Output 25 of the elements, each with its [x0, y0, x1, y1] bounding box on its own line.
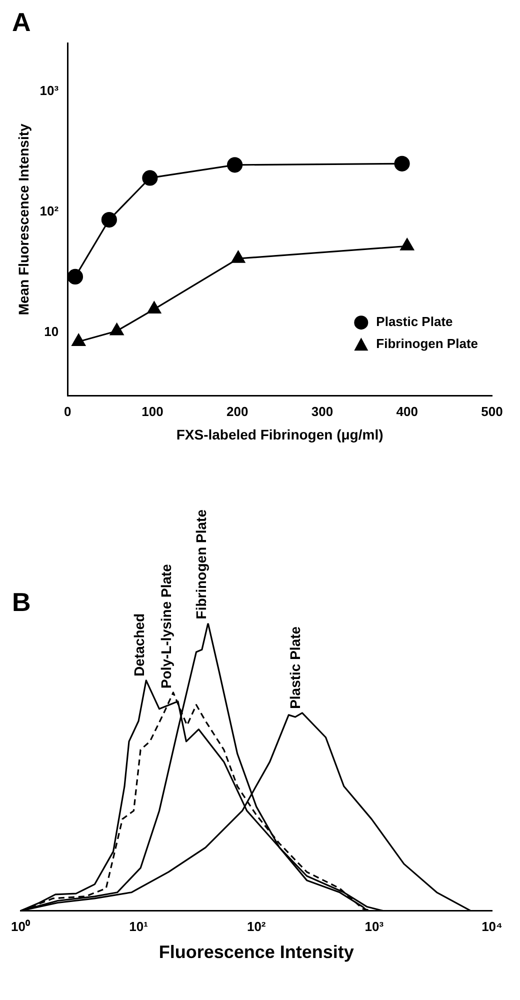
y-tick-label: 10² — [40, 203, 60, 218]
y-axis-title: Mean Fluorescence Intensity — [15, 123, 32, 316]
x-tick-label: 10² — [246, 919, 266, 934]
x-tick-label: 400 — [396, 404, 418, 419]
legend-label: Plastic Plate — [376, 314, 453, 330]
text: Plastic Plate — [287, 626, 304, 709]
y-tick-label: 10³ — [40, 82, 60, 98]
x-tick-label: 200 — [226, 404, 248, 419]
chart-title: B — [12, 586, 31, 617]
x-axis-title: FXS-labeled Fibrinogen (μg/ml) — [176, 426, 384, 442]
x-tick-label: 500 — [481, 404, 503, 419]
text: Poly-L-lysine Plate — [158, 564, 174, 689]
x-tick-label: 10³ — [364, 919, 384, 934]
x-axis-title: Fluorescence Intensity — [158, 942, 354, 962]
x-tick-label: 300 — [311, 404, 334, 419]
y-tick-label: 10 — [44, 324, 59, 340]
x-tick-label: 100 — [142, 404, 164, 419]
text: Fibrinogen Plate — [192, 509, 209, 620]
x-tick-label: 10⁴ — [482, 919, 502, 934]
x-tick-label: 0 — [64, 404, 72, 419]
x-tick-label: 10⁰ — [10, 919, 30, 934]
text: Detached — [131, 613, 147, 676]
legend-label: Fibrinogen Plate — [376, 336, 478, 352]
x-tick-label: 10¹ — [129, 919, 148, 934]
chart-title: A — [12, 6, 31, 37]
